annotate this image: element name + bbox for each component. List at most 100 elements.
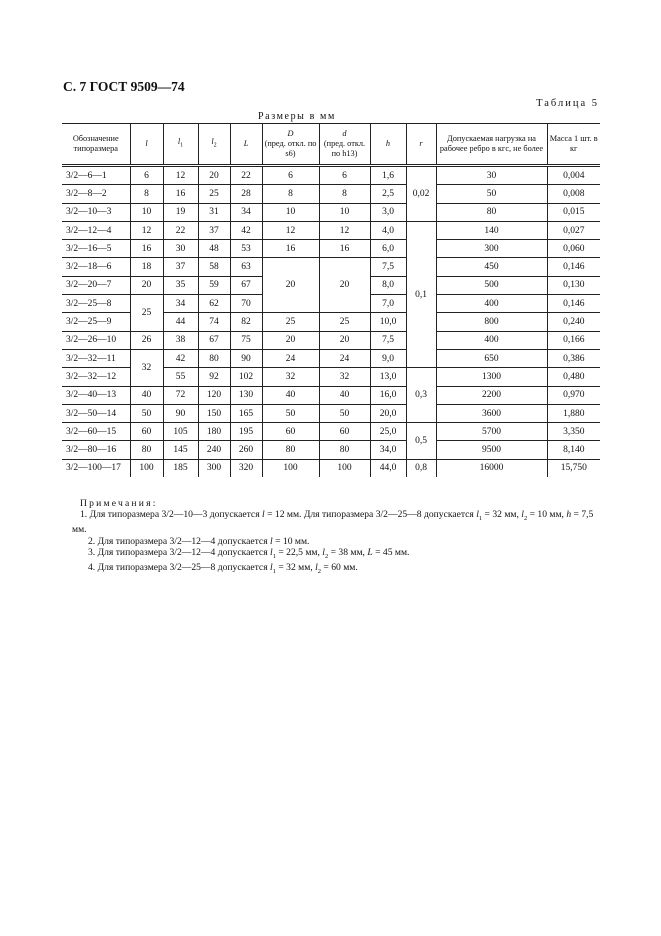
header-cell: l bbox=[129, 123, 164, 167]
notes: Примечания: 1. Для типоразмера 3/2—10—3 … bbox=[72, 498, 610, 577]
table-cell: 3/2—40—13 bbox=[62, 386, 131, 405]
note-symbol: l bbox=[270, 535, 273, 547]
table-cell: 26 bbox=[129, 331, 164, 350]
header-text: (пред. откл. по s6) bbox=[264, 139, 317, 158]
table-cell: 12 bbox=[129, 221, 164, 241]
table-row: 3/2—10—3 10 19 31 34 10 10 3,0 80 0,015 bbox=[62, 203, 600, 222]
table-row: 3/2—6—1 6 12 20 22 6 6 1,6 0,02 30 0,004 bbox=[62, 165, 600, 222]
table-cell: 6,0 bbox=[369, 239, 407, 259]
table-cell: 53 bbox=[229, 239, 263, 259]
table-cell: 100 bbox=[318, 459, 371, 478]
table-cell: 25 bbox=[261, 312, 320, 332]
note-text: = 22,5 мм, bbox=[275, 546, 323, 558]
table-cell: 100 bbox=[261, 459, 320, 478]
table-cell: 6 bbox=[261, 165, 320, 186]
table-row: 3/2—50—14 50 90 150 165 50 50 20,0 3600 1,880 bbox=[62, 404, 600, 424]
table-cell: 25 bbox=[197, 184, 231, 204]
table-cell: 50 bbox=[318, 404, 371, 424]
note-subscript: 1 bbox=[272, 567, 276, 575]
table-cell: 18 bbox=[129, 257, 164, 277]
header-cell: h bbox=[369, 123, 407, 167]
note-text: 2. Для типоразмера 3/2—12—4 допускается bbox=[88, 535, 271, 547]
table-cell: 100 bbox=[129, 459, 164, 478]
table-cell: 0,02 bbox=[405, 165, 437, 222]
table-cell: 12 bbox=[162, 165, 199, 186]
table-cell: 67 bbox=[229, 276, 263, 296]
header-cell: r bbox=[405, 123, 437, 167]
table-cell: 0,386 bbox=[546, 349, 600, 369]
header-symbol: l bbox=[211, 137, 214, 147]
table-cell: 20 bbox=[129, 276, 164, 296]
table-cell: 1300 bbox=[435, 367, 548, 387]
table-row: 3/2—60—15 60 105 180 195 60 60 25,0 0,5 5700 3,350 bbox=[62, 422, 600, 460]
table-cell: 58 bbox=[197, 257, 231, 277]
table-cell: 3/2—25—8 bbox=[62, 294, 131, 314]
note-subscript: 2 bbox=[523, 515, 528, 523]
table-cell: 8 bbox=[261, 184, 320, 204]
table-cell: 20 bbox=[318, 257, 371, 314]
note-symbol: l bbox=[322, 546, 325, 558]
table-cell: 6 bbox=[318, 165, 371, 186]
note-subscript: 1 bbox=[272, 552, 276, 560]
table-cell: 80 bbox=[129, 440, 164, 460]
table-cell: 3/2—80—16 bbox=[62, 440, 131, 460]
table-cell: 9,0 bbox=[369, 349, 407, 369]
header-symbol: L bbox=[243, 139, 249, 148]
table-cell: 7,5 bbox=[369, 331, 407, 350]
table-cell: 12 bbox=[318, 221, 371, 241]
table-cell: 42 bbox=[162, 349, 199, 369]
table-cell: 8,140 bbox=[546, 440, 600, 460]
table-cell: 59 bbox=[197, 276, 231, 296]
table-cell: 0,3 bbox=[405, 367, 437, 424]
table-cell: 32 bbox=[261, 367, 320, 387]
table-cell: 0,130 bbox=[546, 276, 600, 296]
header-symbol: r bbox=[419, 139, 423, 148]
table-cell: 19 bbox=[162, 203, 199, 222]
table-label: Таблица 5 bbox=[536, 98, 599, 109]
dimensions-table: Обозначение типоразмера l l1 l2 L D (пред. отк… bbox=[62, 123, 600, 478]
table-cell: 450 bbox=[435, 257, 548, 277]
header-text: (пред. откл. по h13) bbox=[323, 139, 366, 158]
table-cell: 260 bbox=[229, 440, 263, 460]
table-cell: 16,0 bbox=[369, 386, 407, 405]
header-symbol: h bbox=[385, 139, 391, 148]
table-cell: 25,0 bbox=[369, 422, 407, 442]
note-text: = 60 мм. bbox=[321, 561, 358, 573]
header-subscript: 2 bbox=[213, 142, 217, 149]
table-cell: 16 bbox=[162, 184, 199, 204]
table-cell: 13,0 bbox=[369, 367, 407, 387]
table-cell: 3/2—50—14 bbox=[62, 404, 131, 424]
table-cell: 80 bbox=[435, 203, 548, 222]
table-cell: 50 bbox=[261, 404, 320, 424]
note-text: = 12 мм. Для типоразмера 3/2—25—8 допуск… bbox=[264, 509, 477, 521]
table-cell: 44 bbox=[162, 312, 199, 332]
table-cell: 15,750 bbox=[546, 459, 600, 478]
table-cell: 35 bbox=[162, 276, 199, 296]
table-cell: 3/2—12—4 bbox=[62, 221, 131, 241]
table-cell: 20,0 bbox=[369, 404, 407, 424]
header-text: Обозначение типоразмера bbox=[72, 134, 119, 153]
table-row: 3/2—25—8 25 34 62 70 7,0 400 0,146 bbox=[62, 294, 600, 332]
table-header-row: Обозначение типоразмера l l1 l2 L D (пред. отк… bbox=[62, 123, 600, 167]
table-cell: 3/2—10—3 bbox=[62, 203, 131, 222]
notes-title: Примечания: bbox=[80, 498, 158, 509]
table-cell: 62 bbox=[197, 294, 231, 314]
table-cell: 25 bbox=[318, 312, 371, 332]
table-cell: 40 bbox=[129, 386, 164, 405]
header-text: Допускаемая нагрузка на рабочее ребро в … bbox=[439, 134, 544, 153]
note-subscript: 1 bbox=[478, 515, 483, 523]
table-cell: 300 bbox=[197, 459, 231, 478]
table-cell: 800 bbox=[435, 312, 548, 332]
header-symbol: l bbox=[177, 137, 181, 147]
table-cell: 3/2—26—10 bbox=[62, 331, 131, 350]
header-symbol: D bbox=[287, 129, 294, 138]
table-cell: 34 bbox=[162, 294, 199, 314]
table-cell: 16 bbox=[261, 239, 320, 259]
table-cell: 3/2—6—1 bbox=[62, 165, 131, 186]
table-cell: 240 bbox=[197, 440, 231, 460]
table-cell: 8 bbox=[129, 184, 164, 204]
table-cell: 22 bbox=[162, 221, 199, 241]
table-cell: 80 bbox=[197, 349, 231, 369]
table-cell: 0,8 bbox=[405, 459, 437, 478]
table-cell: 0,008 bbox=[546, 184, 600, 204]
